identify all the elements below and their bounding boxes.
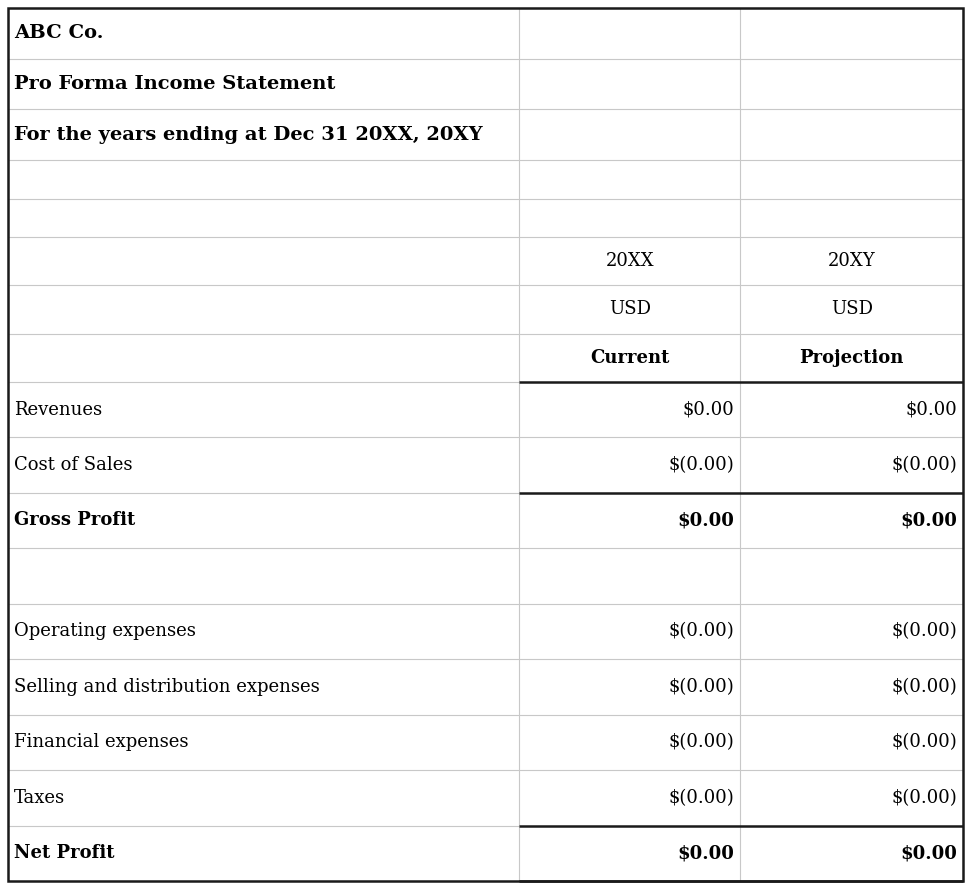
Text: Gross Profit: Gross Profit [14,511,135,530]
Text: $(0.00): $(0.00) [891,733,957,751]
Text: 20XY: 20XY [828,252,876,270]
Text: Financial expenses: Financial expenses [14,733,188,751]
Text: Revenues: Revenues [14,401,102,419]
Text: Taxes: Taxes [14,789,65,807]
Text: Net Profit: Net Profit [14,845,115,862]
Text: $0.00: $0.00 [905,401,957,419]
Text: Current: Current [590,348,669,366]
Text: $0.00: $0.00 [683,401,734,419]
Text: $(0.00): $(0.00) [891,678,957,696]
Text: $(0.00): $(0.00) [891,456,957,474]
Text: Cost of Sales: Cost of Sales [14,456,132,474]
Text: For the years ending at Dec 31 20XX, 20XY: For the years ending at Dec 31 20XX, 20X… [14,125,483,144]
Text: USD: USD [831,300,873,318]
Text: $(0.00): $(0.00) [669,733,734,751]
Text: Projection: Projection [799,348,904,366]
Text: $(0.00): $(0.00) [891,789,957,807]
Text: Pro Forma Income Statement: Pro Forma Income Statement [14,75,335,93]
Text: $0.00: $0.00 [678,845,734,862]
Text: $(0.00): $(0.00) [669,678,734,696]
Text: $(0.00): $(0.00) [669,622,734,640]
Text: $0.00: $0.00 [900,511,957,530]
Text: $(0.00): $(0.00) [669,456,734,474]
Text: USD: USD [609,300,651,318]
Text: 20XX: 20XX [605,252,654,270]
Text: Operating expenses: Operating expenses [14,622,196,640]
Text: ABC Co.: ABC Co. [14,24,104,43]
Text: Selling and distribution expenses: Selling and distribution expenses [14,678,319,696]
Text: $0.00: $0.00 [900,845,957,862]
Text: $(0.00): $(0.00) [669,789,734,807]
Text: $(0.00): $(0.00) [891,622,957,640]
Text: $0.00: $0.00 [678,511,734,530]
